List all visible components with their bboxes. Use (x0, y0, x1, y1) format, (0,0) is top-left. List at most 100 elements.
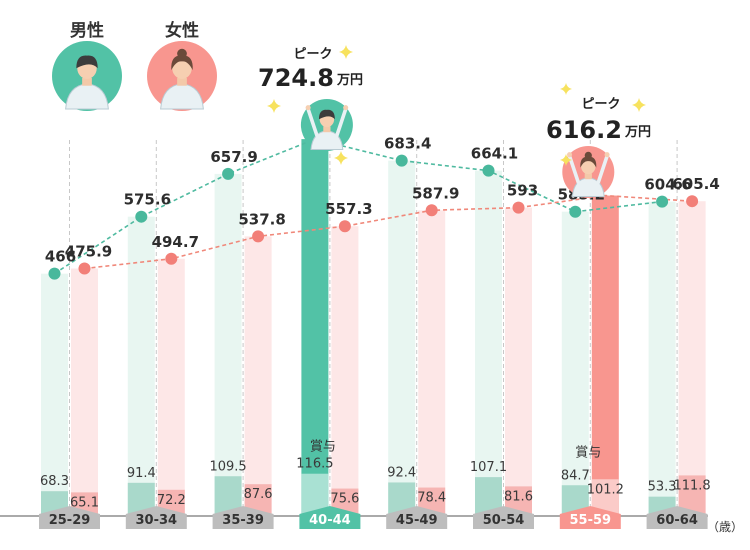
female-bonus-label: 111.8 (673, 478, 710, 493)
male-bar (301, 139, 329, 516)
age-label: 45-49 (396, 513, 438, 528)
female-value-label: 593 (507, 182, 538, 200)
neck-shape (323, 126, 331, 133)
hair-shape (580, 156, 597, 168)
female-bar (157, 258, 185, 516)
legend-male-label: 男性 (70, 20, 104, 41)
male-value-label: 664.1 (471, 145, 518, 163)
arm-left (306, 107, 319, 137)
hand-left (566, 152, 573, 158)
hair-shape (171, 55, 193, 71)
face-shape (581, 158, 596, 175)
female-bar (331, 226, 359, 517)
x-unit-label: （歳） (707, 520, 743, 534)
female-bonus-label: 78.4 (417, 491, 446, 506)
sparkle-icon (267, 99, 281, 113)
female-bonus-label: 75.6 (330, 492, 359, 507)
age-tag (212, 506, 274, 529)
male-bar (41, 273, 68, 516)
age-tag (299, 506, 361, 529)
female-value-label: 537.8 (238, 210, 285, 228)
male-bar (561, 211, 589, 517)
neck-shape (584, 173, 592, 180)
male-bar (388, 160, 416, 516)
sparkle-icon (334, 151, 348, 165)
sparkle-icon (339, 45, 353, 59)
peak-unit-label: 万円 (624, 125, 651, 140)
male-point (48, 267, 61, 280)
female-bonus-label: 81.6 (504, 489, 533, 504)
male-bar (475, 170, 502, 516)
female-value-label: 475.9 (65, 243, 112, 261)
arm-right (596, 154, 609, 184)
age-label: 25-29 (49, 513, 91, 528)
female-point (686, 195, 699, 208)
hand-right (343, 105, 349, 111)
peak-unit-label: 万円 (336, 73, 363, 88)
hair-bun (584, 151, 592, 159)
sparkle-icon (632, 98, 646, 112)
male-point (656, 195, 669, 208)
bonus-word-label: 賞与 (310, 440, 336, 455)
female-bar (418, 210, 446, 517)
female-bar (244, 236, 272, 516)
male-value-label: 604.6 (644, 176, 691, 194)
female-point (78, 262, 91, 275)
female-point (165, 252, 178, 265)
male-value-label: 657.9 (210, 148, 257, 166)
male-point (135, 210, 148, 223)
peak-value: 724.8 (258, 64, 334, 92)
male-bar (648, 201, 676, 516)
female-point (338, 220, 351, 233)
man-peak-avatar-icon (300, 99, 353, 151)
man-avatar-icon (52, 41, 122, 111)
age-label: 60-64 (656, 513, 698, 528)
legend: 男性 女性 (52, 20, 217, 111)
sparkle-icon (560, 154, 572, 166)
male-value-label: 466 (45, 248, 76, 266)
female-bonus-label: 72.2 (157, 493, 186, 508)
female-value-label: 605.4 (672, 175, 719, 193)
male-bar (127, 216, 155, 517)
male-point (569, 205, 582, 218)
neck-shape (82, 77, 92, 86)
age-tag (125, 506, 187, 529)
female-bonus-label: 87.6 (244, 487, 273, 502)
age-tag (559, 506, 621, 529)
female-point (512, 201, 525, 214)
female-bar (591, 195, 619, 517)
neck-shape (177, 77, 187, 86)
woman-peak-avatar-icon (562, 146, 615, 198)
age-label: 55-59 (570, 513, 612, 528)
female-value-label: 557.3 (325, 200, 372, 218)
age-tag (646, 506, 708, 529)
age-tag (386, 506, 448, 529)
hair-bun (177, 48, 187, 59)
age-tag (473, 506, 534, 529)
female-bar (678, 201, 706, 516)
age-tag (39, 506, 100, 529)
male-point (482, 164, 495, 177)
bars (41, 139, 706, 517)
hair-shape (76, 55, 98, 69)
bonus-word-label: 賞与 (575, 445, 601, 460)
x-axis: 25-29 30-34 35-39 40-44 45-49 50-54 55-59 60-64… (0, 506, 743, 534)
male-bonus-label: 53.3 (648, 480, 677, 495)
arm-right (335, 107, 348, 137)
male-point (395, 154, 408, 167)
arm-left (567, 154, 580, 184)
male-bar (214, 173, 242, 516)
hand-left (305, 105, 311, 111)
male-line (54, 138, 663, 275)
female-value-label: 494.7 (152, 233, 199, 251)
woman-avatar-icon (147, 41, 217, 111)
sparkle-icon (560, 83, 572, 95)
male-bonus-label: 84.7 (561, 468, 590, 483)
hair-shape (318, 109, 335, 120)
female-bonus-label: 101.2 (587, 482, 624, 497)
age-label: 40-44 (309, 513, 351, 528)
male-bonus-label: 116.5 (296, 457, 333, 472)
